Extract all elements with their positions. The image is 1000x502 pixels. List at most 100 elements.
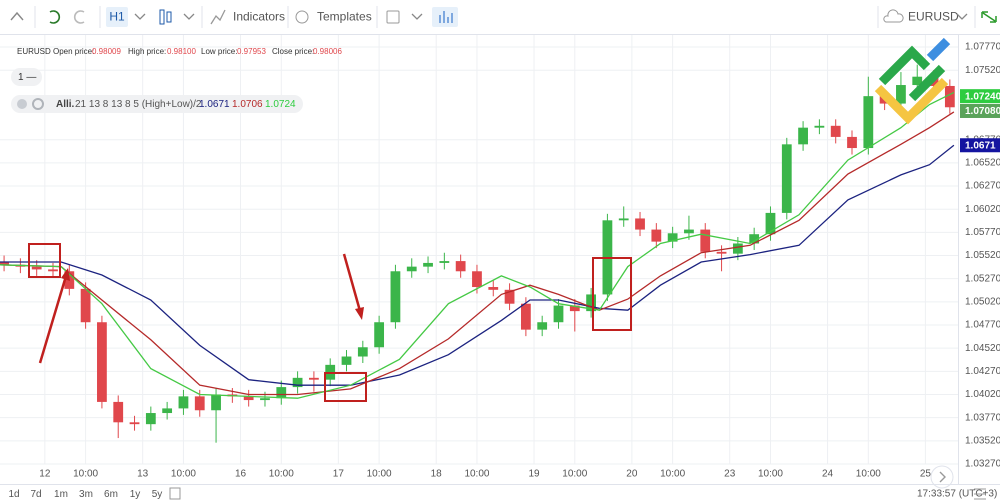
candle-body [194, 396, 205, 411]
candle-body [651, 229, 662, 242]
candle-body [97, 322, 107, 402]
alligator-line [0, 111, 955, 396]
interval-button-bg[interactable] [106, 7, 128, 27]
x-tick-label: 10:00 [73, 469, 98, 480]
collapse-button[interactable] [10, 11, 24, 21]
symbol-button[interactable]: EURUSD [908, 10, 959, 24]
candle-body [341, 356, 352, 365]
logo-part [926, 37, 951, 62]
candle-body [178, 396, 189, 409]
remove-icon[interactable] [17, 99, 27, 109]
highlight-box [592, 257, 632, 331]
arrow [38, 275, 68, 364]
calendar-button[interactable] [386, 10, 400, 24]
candle-body [586, 294, 596, 312]
redo-button[interactable] [73, 10, 85, 24]
pane-label[interactable]: 1 — [18, 72, 36, 83]
y-tick-label: 1.04770 [965, 320, 1000, 331]
interval-dropdown[interactable] [134, 13, 146, 20]
info-label: High price: [128, 47, 166, 56]
candle-body [406, 266, 417, 272]
y-tick-label: 1.04020 [965, 389, 1000, 400]
indicator-pill[interactable] [11, 95, 303, 113]
settings-icon[interactable] [32, 98, 44, 110]
teeth-value: 1.0706 [232, 99, 263, 110]
range-button[interactable]: 1m [54, 489, 68, 500]
arrow-head [355, 307, 364, 320]
settings-button[interactable] [974, 488, 986, 500]
info-label: Low price: [201, 47, 237, 56]
candle-body [162, 408, 173, 414]
logo-part [878, 45, 931, 86]
fullscreen-button[interactable] [981, 11, 997, 23]
candle-body [798, 127, 808, 145]
pane-pill[interactable] [11, 68, 42, 86]
range-buttons: 1d 7d 1m 3m 6m 1y 5y [8, 487, 181, 500]
candle-body [520, 303, 531, 330]
candle-body [260, 398, 270, 401]
x-tick-label: 13 [137, 469, 149, 480]
candle-body [716, 251, 727, 254]
y-tick-label: 1.07770 [965, 42, 1000, 53]
info-value: 0.98009 [92, 47, 121, 56]
candle-body [700, 229, 711, 252]
candle-body [667, 233, 678, 242]
x-tick-label: 19 [528, 469, 540, 480]
candle-body [814, 125, 825, 128]
candle-body [732, 243, 743, 254]
x-tick-label: 20 [626, 469, 638, 480]
cloud-icon[interactable] [883, 9, 904, 23]
date-range-button[interactable] [169, 487, 181, 500]
info-value: 0.97953 [237, 47, 266, 56]
chart-type-button[interactable] [166, 11, 172, 23]
range-button[interactable]: 3m [79, 489, 93, 500]
candle-body [309, 377, 319, 380]
indicators-icon[interactable] [210, 9, 226, 25]
scroll-right-button[interactable] [930, 465, 954, 489]
candle-body [48, 269, 58, 272]
indicators-button[interactable]: Indicators [233, 10, 285, 24]
y-tick-label: 1.07520 [965, 65, 1000, 76]
alligator-line [0, 91, 955, 399]
logo [874, 37, 951, 125]
highlight-box [28, 243, 61, 278]
chart-type-button[interactable] [159, 9, 165, 25]
range-button[interactable]: 6m [104, 489, 118, 500]
price-tag-label: 1.07080 [965, 106, 1000, 117]
candle-body [472, 271, 482, 288]
arrow-head [61, 268, 70, 281]
y-tick-label: 1.03520 [965, 435, 1000, 446]
candle-body [618, 218, 629, 221]
range-button[interactable]: 7d [30, 489, 41, 500]
volume-button[interactable] [432, 7, 458, 27]
indicator-params: 21 13 8 13 8 5 (High+Low)/2 [75, 99, 202, 110]
range-button[interactable]: 1d [8, 489, 19, 500]
x-tick-label: 10:00 [758, 469, 783, 480]
range-button[interactable]: 5y [152, 489, 163, 500]
x-tick-label: 23 [724, 469, 736, 480]
y-tick-label: 1.04520 [965, 343, 1000, 354]
symbol-dropdown[interactable] [956, 13, 968, 20]
candle-body [423, 262, 433, 267]
scroll-right-icon [939, 471, 946, 483]
candle-body [781, 144, 792, 213]
templates-icon[interactable] [295, 10, 309, 24]
highlight-box [324, 372, 367, 402]
x-tick-label: 10:00 [660, 469, 685, 480]
x-tick-label: 10:00 [856, 469, 881, 480]
price-tag [960, 103, 1000, 118]
chart-type-dropdown[interactable] [183, 13, 195, 20]
range-button[interactable]: 1y [130, 489, 141, 500]
calendar-dropdown[interactable] [411, 13, 423, 20]
clock: 17:33:57 (UTC+3) [917, 489, 997, 500]
info-label: Open price: [53, 47, 94, 56]
candle-body [765, 212, 776, 235]
x-tick-label: 25 [920, 469, 932, 480]
candle-body [211, 394, 221, 411]
candle-body [635, 218, 645, 230]
alligator-line [0, 144, 955, 386]
interval-button[interactable]: H1 [109, 10, 125, 24]
templates-button[interactable]: Templates [317, 10, 372, 24]
undo-button[interactable] [49, 10, 61, 24]
